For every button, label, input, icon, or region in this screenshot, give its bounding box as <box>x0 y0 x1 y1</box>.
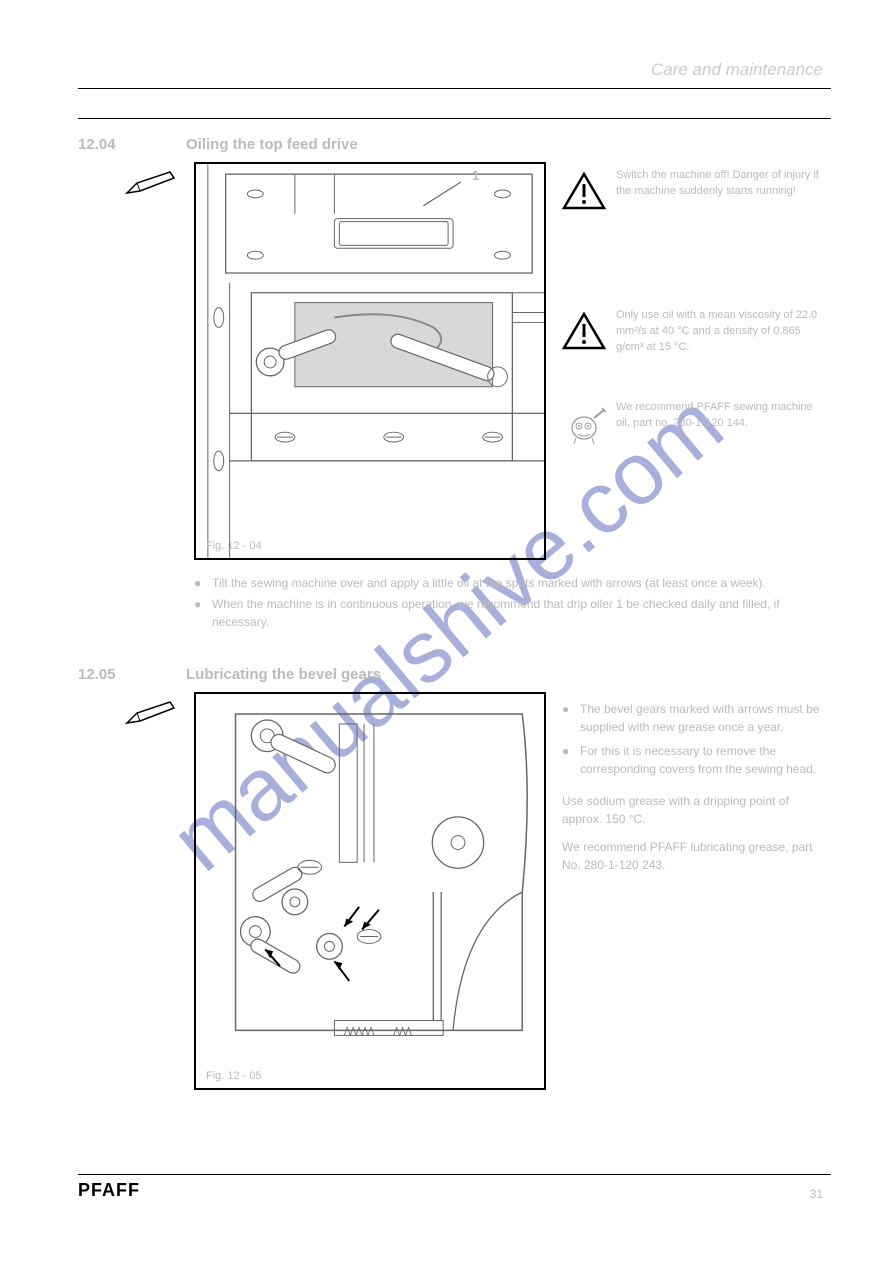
instructions-block-1: ●Tilt the sewing machine over and apply … <box>194 574 822 634</box>
callout-1: 1 <box>472 168 479 183</box>
figure-12-04: Fig. 12 - 04 <box>194 162 546 560</box>
pencil-icon <box>122 168 182 198</box>
warning-icon <box>562 312 606 352</box>
bullet-text: When the machine is in continuous operat… <box>212 595 822 631</box>
footer-brand: PFAFF <box>78 1180 140 1201</box>
section-title-1: Oiling the top feed drive <box>186 136 358 153</box>
grease-recommendation: We recommend PFAFF lubricating grease, p… <box>562 838 826 874</box>
section-title-2: Lubricating the bevel gears <box>186 666 381 683</box>
figure-12-05: Fig. 12 - 05 <box>194 692 546 1090</box>
instructions-block-2: ●The bevel gears marked with arrows must… <box>562 700 826 874</box>
rule-bottom <box>78 1174 831 1175</box>
pencil-icon <box>122 698 182 728</box>
bullet-text: The bevel gears marked with arrows must … <box>580 700 826 736</box>
figure-label-2: Fig. 12 - 05 <box>206 1070 262 1082</box>
mascot-icon <box>566 406 606 446</box>
warning-icon <box>562 172 606 212</box>
rule-top <box>78 88 831 89</box>
section-number-1: 12.04 <box>78 136 116 153</box>
footer-page-number: 31 <box>810 1187 823 1201</box>
warning-text-1: Switch the machine off! Danger of injury… <box>616 168 826 200</box>
section-number-2: 12.05 <box>78 666 116 683</box>
bullet-text: For this it is necessary to remove the c… <box>580 742 826 778</box>
figure-label-1: Fig. 12 - 04 <box>206 540 262 552</box>
recommendation-text: We recommend PFAFF sewing machine oil, p… <box>616 400 826 432</box>
header-title: Care and maintenance <box>651 60 823 80</box>
bullet-text: Tilt the sewing machine over and apply a… <box>212 574 766 592</box>
rule-below-header <box>78 118 831 119</box>
grease-spec: Use sodium grease with a dripping point … <box>562 792 826 828</box>
warning-text-2: Only use oil with a mean viscosity of 22… <box>616 308 826 356</box>
